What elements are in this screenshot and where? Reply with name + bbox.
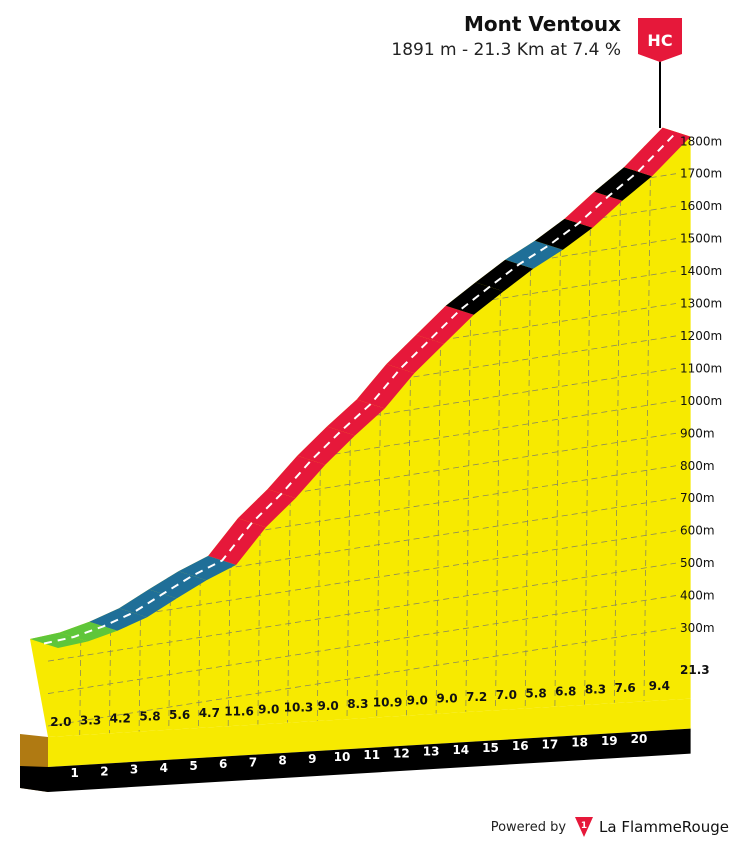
side-cap-base [20, 766, 48, 792]
gradient-label: 4.2 [110, 712, 131, 726]
gradient-label: 10.3 [284, 701, 314, 715]
km-label: 12 [393, 746, 410, 760]
road-centerline [43, 131, 678, 645]
grid-line-h [47, 562, 677, 662]
elevation-tick-label: 1100m [680, 361, 722, 375]
km-label: 5 [189, 759, 197, 773]
climb-title: Mont Ventoux [463, 12, 621, 36]
elevation-tick-label: 700m [680, 491, 715, 505]
flag-shape [638, 18, 682, 62]
elevation-tick-label: 500m [680, 556, 715, 570]
elevation-tick-label: 1200m [680, 329, 722, 343]
gradient-band-segment [208, 518, 266, 565]
elevation-tick-label: 1700m [680, 167, 722, 181]
base-band [48, 728, 691, 792]
km-label: 2 [100, 764, 108, 778]
grid-line-h [47, 627, 677, 727]
km-label: 20 [631, 732, 648, 746]
km-label: 16 [512, 739, 529, 753]
climb-subtitle: 1891 m - 21.3 Km at 7.4 % [391, 40, 621, 60]
brand-name: La FlammeRouge [599, 818, 729, 836]
labels-group: 2.0 3.3 4.2 5.8 5.6 4.7 11.6 9.0 10.3 9.0 8.3 10.9 9… [50, 134, 722, 780]
side-band [48, 698, 691, 767]
gradient-label: 7.0 [496, 688, 517, 702]
km-label: 6 [219, 757, 227, 771]
elevation-tick-label: 1800m [680, 134, 722, 148]
side-group [20, 698, 691, 792]
gradient-label: 9.0 [436, 692, 457, 706]
gradient-label: 9.0 [318, 699, 339, 713]
elevation-tick-label: 1300m [680, 297, 722, 311]
gradient-band-segment [594, 167, 652, 201]
gradient-label: 9.0 [258, 703, 279, 717]
gradient-label: 5.6 [169, 708, 190, 722]
elevation-tick-label: 800m [680, 459, 715, 473]
gradient-band-segment [624, 127, 691, 177]
gradient-label: 3.3 [80, 713, 101, 727]
flag-label: HC [647, 31, 672, 50]
gradient-band-group [30, 127, 691, 648]
final-distance-label: 21.3 [680, 663, 710, 677]
gradient-label: 7.6 [615, 681, 636, 695]
km-label: 4 [160, 761, 168, 775]
km-label: 8 [278, 754, 286, 768]
gradient-label: 7.2 [466, 690, 487, 704]
km-label: 1 [71, 766, 79, 780]
gradient-label: 8.3 [585, 683, 606, 697]
gradient-label: 6.8 [555, 685, 576, 699]
gradient-label: 9.4 [649, 679, 670, 693]
km-label: 10 [334, 750, 351, 764]
km-label: 7 [249, 755, 257, 769]
logo-number: 1 [581, 821, 587, 831]
km-label: 18 [571, 736, 588, 750]
elevation-tick-label: 300m [680, 621, 715, 635]
powered-by-label: Powered by [490, 819, 567, 835]
km-label: 13 [423, 745, 440, 759]
flamme-rouge-logo-icon: 1 [575, 817, 594, 837]
km-label: 17 [542, 737, 559, 751]
gradient-band-segment [178, 555, 237, 581]
gradient-band-segment [564, 191, 623, 228]
gradient-label: 2.0 [50, 715, 71, 729]
elevation-tick-label: 1400m [680, 264, 722, 278]
gradient-label: 11.6 [224, 704, 254, 718]
gradient-label: 5.8 [525, 686, 546, 700]
km-label: 14 [452, 743, 469, 757]
category-flag: HC [638, 18, 682, 128]
km-label: 9 [308, 752, 316, 766]
elevation-tick-label: 900m [680, 426, 715, 440]
grid-line-h [47, 595, 677, 694]
km-label: 3 [130, 763, 138, 777]
km-label: 19 [601, 734, 618, 748]
gradient-label: 9.0 [407, 694, 428, 708]
km-label: 11 [363, 748, 380, 762]
gradient-label: 10.9 [373, 695, 403, 709]
gradient-label: 4.7 [199, 706, 220, 720]
elevation-tick-label: 1500m [680, 232, 722, 246]
gradient-label: 5.8 [139, 710, 160, 724]
gradient-label: 8.3 [347, 697, 368, 711]
elevation-tick-label: 1000m [680, 394, 722, 408]
gradient-band-segment [475, 259, 534, 292]
elevation-tick-label: 400m [680, 589, 715, 603]
km-label: 15 [482, 741, 499, 755]
elevation-tick-label: 1600m [680, 199, 722, 213]
elevation-tick-label: 600m [680, 524, 715, 538]
footer: Powered by 1 La FlammeRouge [491, 816, 729, 838]
